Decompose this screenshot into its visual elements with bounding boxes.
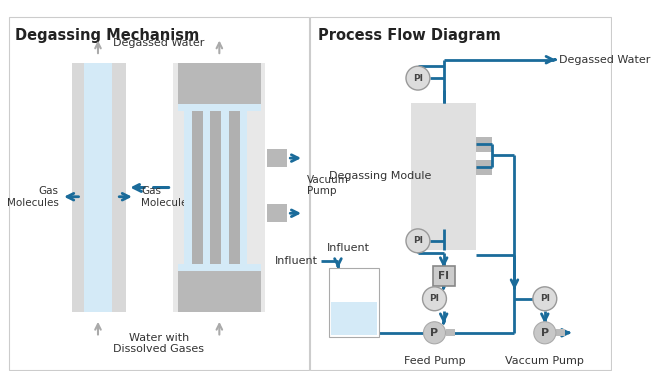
Bar — [178, 104, 261, 111]
Bar — [445, 329, 455, 336]
Bar — [229, 108, 240, 267]
Bar — [476, 160, 492, 175]
Bar — [173, 63, 265, 312]
Text: P: P — [430, 328, 438, 338]
Circle shape — [406, 229, 430, 253]
Bar — [433, 265, 455, 286]
Text: P: P — [541, 328, 549, 338]
Text: Water with
Dissolved Gases: Water with Dissolved Gases — [113, 333, 204, 354]
Text: Vaccum Pump: Vaccum Pump — [505, 356, 584, 366]
Text: FI: FI — [438, 271, 449, 281]
Bar — [72, 63, 125, 312]
Circle shape — [533, 287, 556, 311]
Bar — [178, 267, 261, 312]
Text: Vacuum
Pump: Vacuum Pump — [307, 175, 349, 197]
Bar — [267, 149, 287, 167]
Bar — [310, 17, 611, 370]
Circle shape — [533, 322, 556, 344]
Text: PI: PI — [430, 294, 440, 303]
Text: PI: PI — [413, 74, 423, 82]
Bar — [221, 108, 229, 267]
Bar — [330, 303, 378, 335]
Bar — [9, 17, 309, 370]
Text: PI: PI — [540, 294, 550, 303]
Text: Feed Pump: Feed Pump — [403, 356, 465, 366]
Circle shape — [406, 66, 430, 90]
Text: Degassed Water: Degassed Water — [558, 55, 650, 65]
Text: PI: PI — [413, 236, 423, 245]
Text: Degassing Module: Degassing Module — [328, 171, 431, 182]
Bar — [411, 103, 476, 250]
Text: Degassed Water: Degassed Water — [113, 38, 204, 48]
Bar — [192, 108, 203, 267]
Text: Influent: Influent — [327, 243, 370, 253]
Bar — [328, 269, 379, 337]
Bar — [178, 264, 261, 271]
Bar — [556, 329, 565, 336]
Bar — [210, 108, 221, 267]
Bar — [185, 108, 192, 267]
Text: Degassing Mechanism: Degassing Mechanism — [15, 29, 200, 43]
Text: Gas
Molecules: Gas Molecules — [141, 186, 193, 207]
Bar — [84, 63, 112, 312]
Circle shape — [422, 287, 447, 311]
Circle shape — [424, 322, 445, 344]
Bar — [267, 204, 287, 223]
Text: Influent: Influent — [275, 256, 318, 266]
Bar — [203, 108, 210, 267]
Text: Process Flow Diagram: Process Flow Diagram — [318, 29, 501, 43]
Bar — [476, 137, 492, 152]
Bar — [178, 63, 261, 108]
Text: Gas
Molecules: Gas Molecules — [7, 186, 58, 207]
Bar — [240, 108, 247, 267]
